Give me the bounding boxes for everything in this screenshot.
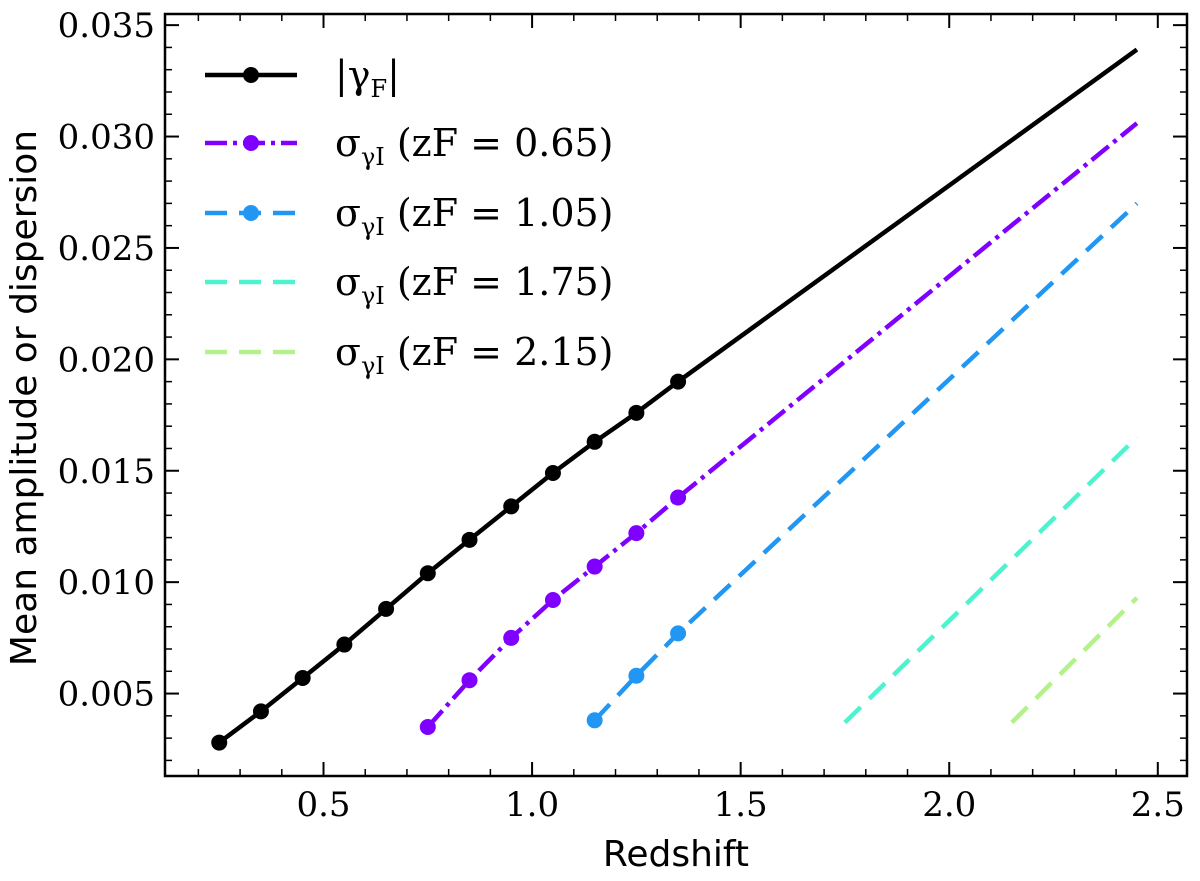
plot-frame bbox=[163, 12, 1189, 778]
series-2-point-0 bbox=[586, 712, 603, 729]
series-1-point-6 bbox=[670, 489, 687, 506]
series-0-point-10 bbox=[628, 404, 645, 421]
series-0-point-7 bbox=[503, 498, 520, 515]
plot-area bbox=[211, 47, 1139, 751]
x-tick-label: 1.5 bbox=[714, 785, 768, 825]
legend-label-1: σγI (zF = 0.65) bbox=[335, 121, 614, 171]
series-1-point-4 bbox=[586, 558, 603, 575]
legend-marker-2 bbox=[243, 205, 259, 221]
y-axis-title: Mean amplitude or dispersion bbox=[4, 130, 45, 666]
series-line-3 bbox=[843, 435, 1139, 725]
series-line-4 bbox=[1010, 596, 1139, 725]
y-tick-label: 0.015 bbox=[58, 452, 155, 492]
series-2-point-2 bbox=[670, 625, 687, 642]
series-line-1 bbox=[426, 121, 1139, 729]
series-0-point-11 bbox=[670, 373, 687, 390]
series-2-point-1 bbox=[628, 667, 645, 684]
x-tick-label: 2.5 bbox=[1131, 785, 1185, 825]
x-tick-label: 2.0 bbox=[922, 785, 976, 825]
legend-label-0: |γF| bbox=[335, 53, 400, 103]
series-0-point-0 bbox=[211, 734, 228, 751]
series-0-point-3 bbox=[336, 636, 353, 653]
series-0-point-2 bbox=[294, 669, 311, 686]
x-axis-title: Redshift bbox=[603, 834, 749, 875]
series-1-point-0 bbox=[419, 718, 436, 735]
legend: |γF| σγI (zF = 0.65) σγI (zF = 1.05) σγI (z… bbox=[205, 53, 614, 380]
series-0-point-6 bbox=[461, 531, 478, 548]
y-tick-label: 0.035 bbox=[58, 6, 155, 46]
x-tick-label: 1.0 bbox=[505, 785, 559, 825]
series-0-point-9 bbox=[586, 433, 603, 450]
legend-marker-1 bbox=[243, 135, 259, 151]
legend-label-3: σγI (zF = 1.75) bbox=[335, 260, 614, 310]
series-0-point-4 bbox=[378, 600, 395, 617]
y-tick-label: 0.005 bbox=[58, 675, 155, 715]
series-0-point-1 bbox=[252, 703, 269, 720]
series-line-2 bbox=[593, 201, 1139, 722]
x-tick-label: 0.5 bbox=[296, 785, 350, 825]
axes: 0.5 1.0 1.5 2.0 2.5 0.005 0.010 0.015 0.020 0.025… bbox=[58, 6, 1189, 825]
y-tick-label: 0.020 bbox=[58, 340, 155, 380]
y-tick-label: 0.025 bbox=[58, 229, 155, 269]
legend-label-4: σγI (zF = 2.15) bbox=[335, 330, 614, 380]
legend-label-2: σγI (zF = 1.05) bbox=[335, 191, 614, 241]
series-1-point-1 bbox=[461, 672, 478, 689]
series-0-point-5 bbox=[419, 565, 436, 582]
legend-marker-0 bbox=[243, 67, 259, 83]
series-0-point-8 bbox=[544, 464, 561, 481]
series-1-point-5 bbox=[628, 525, 645, 542]
y-tick-label: 0.010 bbox=[58, 563, 155, 603]
series-1-point-3 bbox=[544, 591, 561, 608]
y-tick-label: 0.030 bbox=[58, 118, 155, 158]
series-1-point-2 bbox=[503, 629, 520, 646]
